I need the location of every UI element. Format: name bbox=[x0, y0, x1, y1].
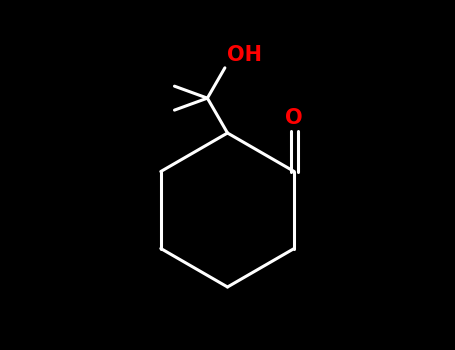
Text: OH: OH bbox=[227, 45, 262, 65]
Text: O: O bbox=[285, 108, 303, 128]
